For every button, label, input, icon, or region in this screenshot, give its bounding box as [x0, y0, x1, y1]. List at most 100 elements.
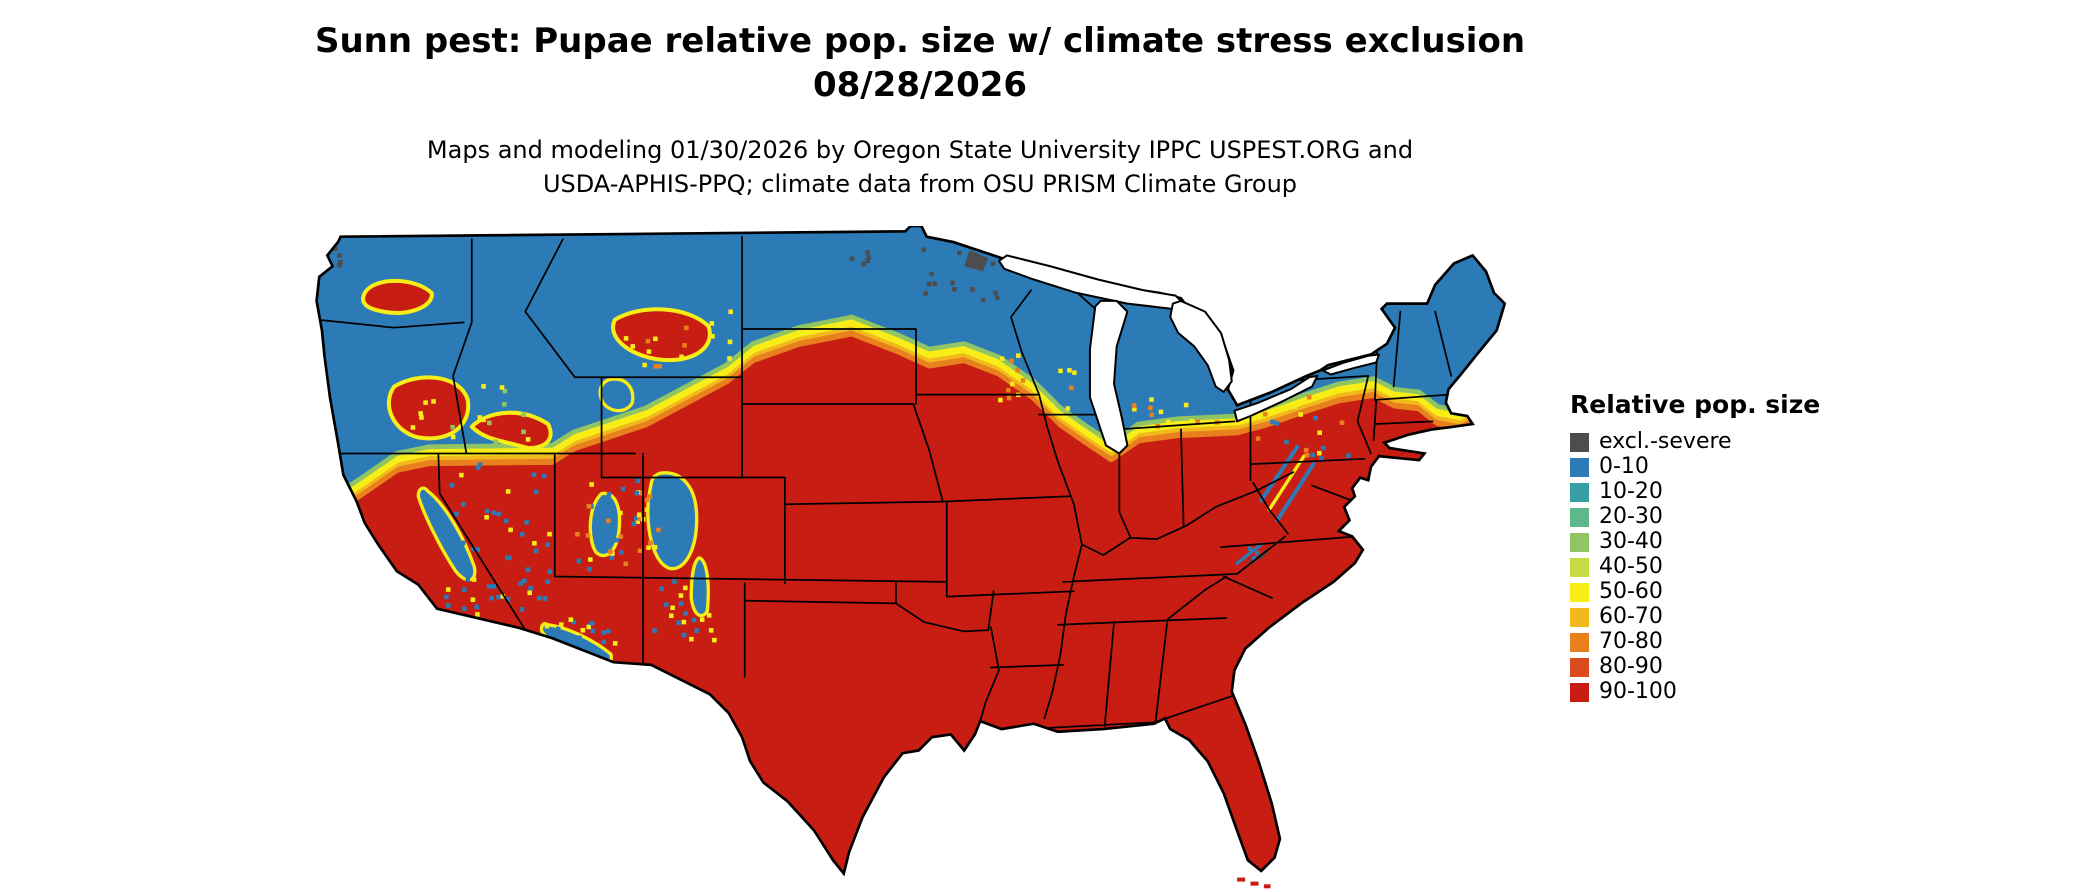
raster-speckle	[332, 246, 338, 252]
raster-speckle	[689, 636, 694, 642]
raster-speckle	[618, 534, 624, 539]
raster-speckle	[562, 635, 568, 641]
raster-speckle	[587, 566, 592, 572]
legend-item: excl.-severe	[1570, 431, 1820, 453]
raster-speckle	[1009, 358, 1014, 364]
raster-speckle	[505, 489, 511, 494]
us-map	[315, 226, 1507, 889]
raster-speckle	[636, 512, 642, 518]
legend-item: 60-70	[1570, 606, 1820, 628]
map-title: Sunn pest: Pupae relative pop. size w/ c…	[314, 21, 1526, 61]
raster-speckle	[544, 623, 550, 629]
raster-speckle	[849, 256, 855, 262]
raster-speckle	[929, 271, 934, 277]
raster-speckle	[679, 354, 684, 360]
raster-speckle	[601, 630, 606, 635]
raster-speckle	[471, 577, 477, 582]
raster-speckle	[653, 364, 659, 369]
raster-speckle	[1321, 445, 1326, 451]
raster-speckle	[419, 415, 424, 420]
legend-swatch	[1570, 482, 1589, 502]
raster-speckle	[1262, 411, 1268, 417]
legend-item: 40-50	[1570, 556, 1820, 578]
raster-speckle	[659, 586, 664, 592]
raster-speckle	[681, 619, 687, 625]
legend-swatch	[1570, 432, 1589, 452]
legend-item: 80-90	[1570, 656, 1820, 678]
legend-item: 20-30	[1570, 506, 1820, 528]
raster-speckle	[585, 533, 591, 538]
raster-speckle	[589, 504, 594, 509]
raster-speckle	[647, 494, 653, 499]
raster-speckle	[1255, 436, 1261, 441]
raster-speckle	[635, 519, 640, 524]
raster-speckle	[477, 415, 483, 420]
raster-speckle	[450, 434, 456, 440]
raster-speckle	[644, 507, 650, 513]
legend: Relative pop. size excl.-severe 0-10 10-20…	[1570, 390, 1820, 706]
raster-speckle	[950, 280, 955, 286]
raster-speckle	[1274, 421, 1280, 426]
raster-speckle	[1306, 394, 1312, 400]
legend-label: 10-20	[1599, 479, 1663, 504]
raster-speckle	[951, 286, 957, 292]
appalachian-streaks	[1235, 444, 1316, 565]
raster-speckle	[639, 490, 645, 496]
raster-speckle	[623, 561, 629, 567]
legend-item: 0-10	[1570, 456, 1820, 478]
raster-speckle	[524, 520, 529, 525]
raster-speckle	[1183, 402, 1189, 408]
raster-speckle	[444, 594, 449, 600]
map-date: 08/28/2026	[812, 64, 1028, 105]
raster-speckle	[525, 567, 531, 572]
colorado-rockies-blob	[646, 471, 699, 571]
caption-line-2: USDA-APHIS-PPQ; climate data from OSU PR…	[542, 170, 1298, 199]
raster-speckle	[1255, 551, 1260, 556]
raster-speckle	[1065, 406, 1071, 411]
raster-speckle	[484, 508, 490, 514]
columbia-basin-blob	[361, 278, 434, 315]
raster-speckle	[1149, 397, 1154, 402]
utah-plateau-blob	[588, 491, 622, 558]
raster-speckle	[609, 555, 615, 560]
raster-speckle	[712, 637, 717, 643]
raster-speckle	[448, 541, 454, 546]
raster-speckle	[459, 472, 464, 478]
raster-speckle	[493, 439, 498, 445]
raster-speckle	[474, 604, 480, 610]
raster-speckle	[691, 617, 697, 623]
raster-speckle	[645, 338, 651, 344]
raster-speckle	[555, 626, 561, 632]
raster-speckle	[656, 527, 661, 533]
raster-speckle	[676, 620, 681, 626]
legend-label: 60-70	[1599, 604, 1663, 629]
raster-speckle	[454, 511, 459, 517]
raster-speckle	[588, 557, 593, 562]
raster-speckle	[337, 262, 342, 268]
raster-speckle	[519, 607, 525, 612]
raster-speckle	[727, 356, 732, 361]
raster-speckle	[1303, 447, 1309, 453]
raster-speckle	[508, 527, 513, 533]
raster-speckle	[503, 518, 509, 524]
legend-swatch	[1570, 457, 1589, 477]
caption-line-1: Maps and modeling 01/30/2026 by Oregon S…	[426, 136, 1414, 165]
raster-speckle	[1165, 419, 1171, 425]
raster-speckle	[499, 385, 505, 390]
raster-speckle	[450, 536, 456, 541]
raster-speckle	[461, 502, 466, 507]
raster-speckle	[590, 628, 596, 634]
raster-speckle	[994, 295, 1000, 300]
legend-label: 20-30	[1599, 504, 1663, 529]
raster-speckle	[646, 349, 652, 354]
raster-speckle	[502, 402, 507, 407]
raster-speckle	[565, 658, 571, 664]
raster-speckle	[449, 482, 455, 488]
raster-speckle	[533, 489, 539, 495]
raster-speckle	[337, 253, 342, 258]
raster-speckle	[652, 628, 657, 633]
raster-speckle	[710, 333, 715, 339]
legend-swatch	[1570, 682, 1589, 702]
raster-speckle	[657, 363, 662, 369]
legend-label: 80-90	[1599, 654, 1663, 679]
